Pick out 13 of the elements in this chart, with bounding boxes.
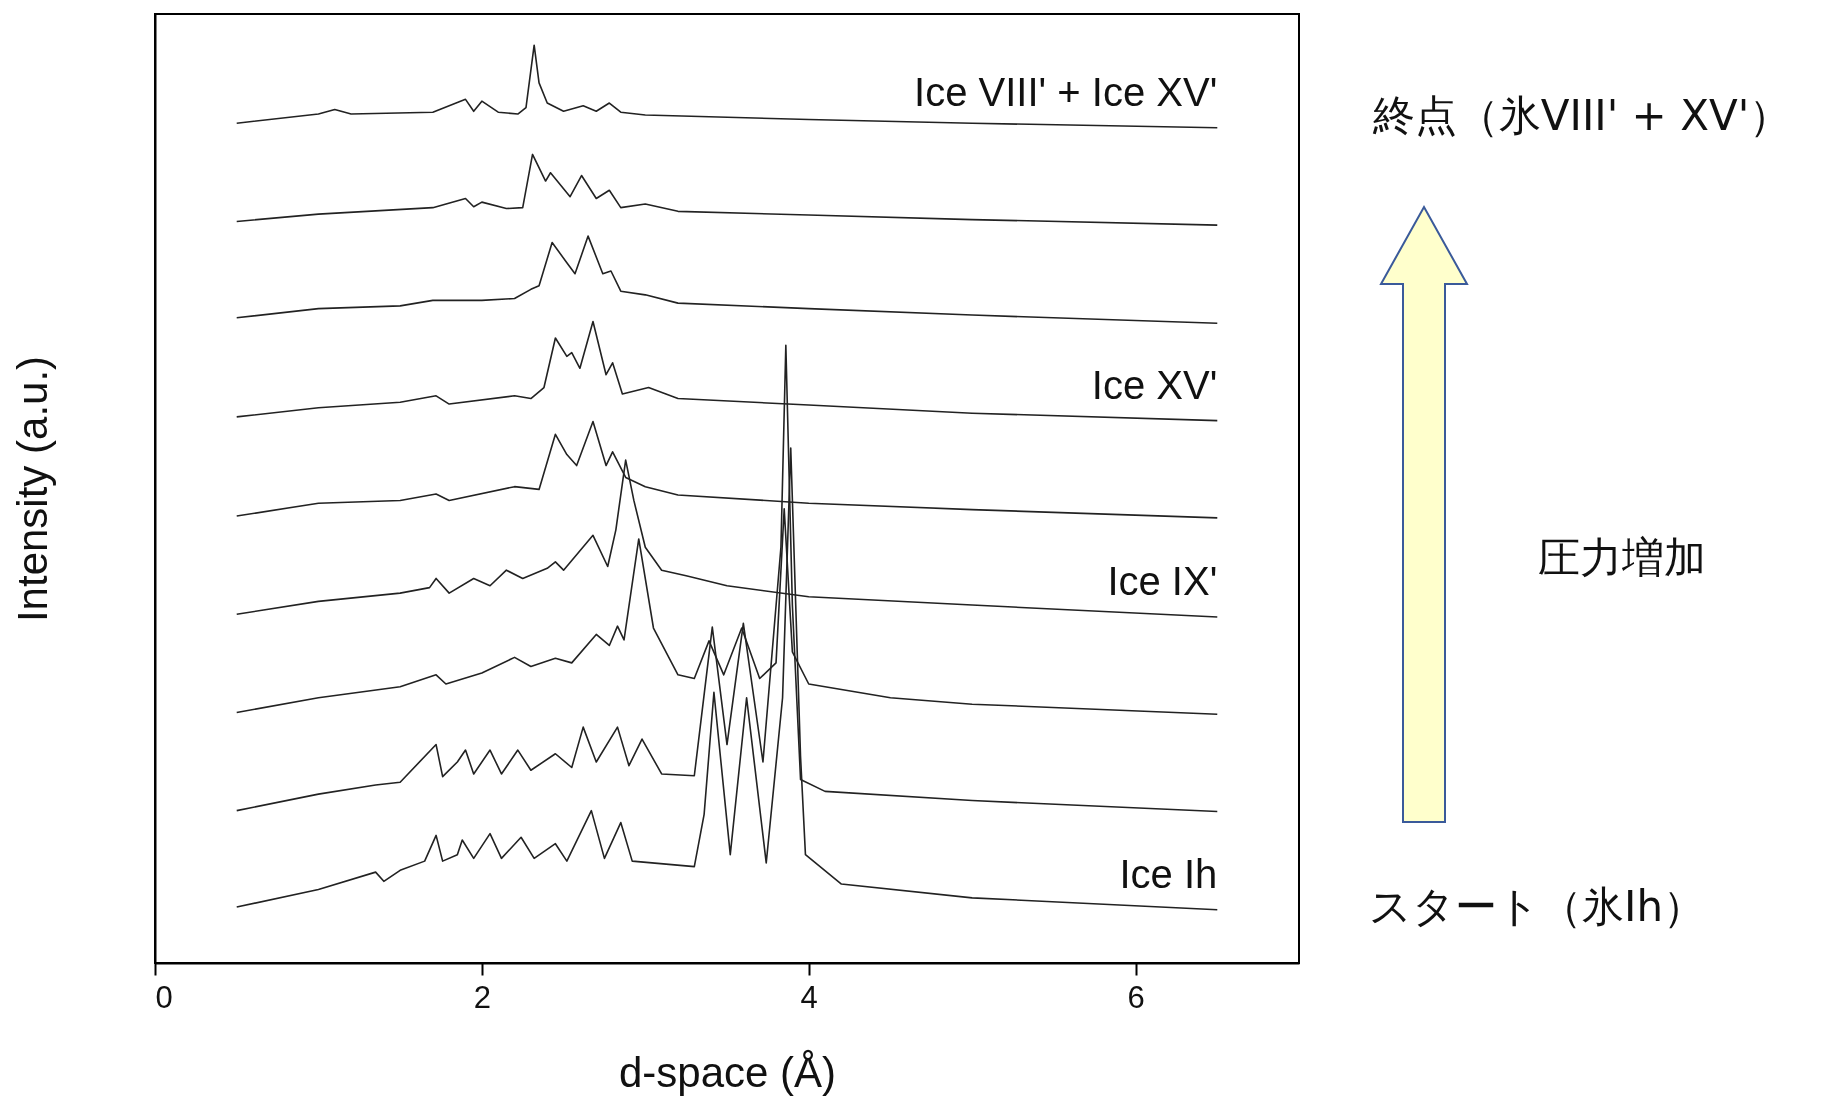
series-label: Ice IX' <box>1107 558 1218 603</box>
text: スタート（氷Ih） <box>1368 881 1706 933</box>
series-label: Ice XV' <box>1091 362 1218 407</box>
text: 終点（氷VIII' + XV'） <box>1372 90 1792 142</box>
x-tick-label: 6 <box>1127 979 1145 1015</box>
x-tick-label: 4 <box>800 979 818 1015</box>
text: 圧力増加 <box>1538 532 1706 584</box>
series-label: Ice Ih <box>1119 851 1218 896</box>
y-axis-title: Intensity (a.u.) <box>8 355 56 623</box>
x-axis-title: d-space (Å) <box>618 1048 837 1096</box>
x-tick-label: 2 <box>473 979 491 1015</box>
series-label: Ice VIII' + Ice XV' <box>914 69 1218 114</box>
x-tick-label: 0 <box>155 979 173 1015</box>
